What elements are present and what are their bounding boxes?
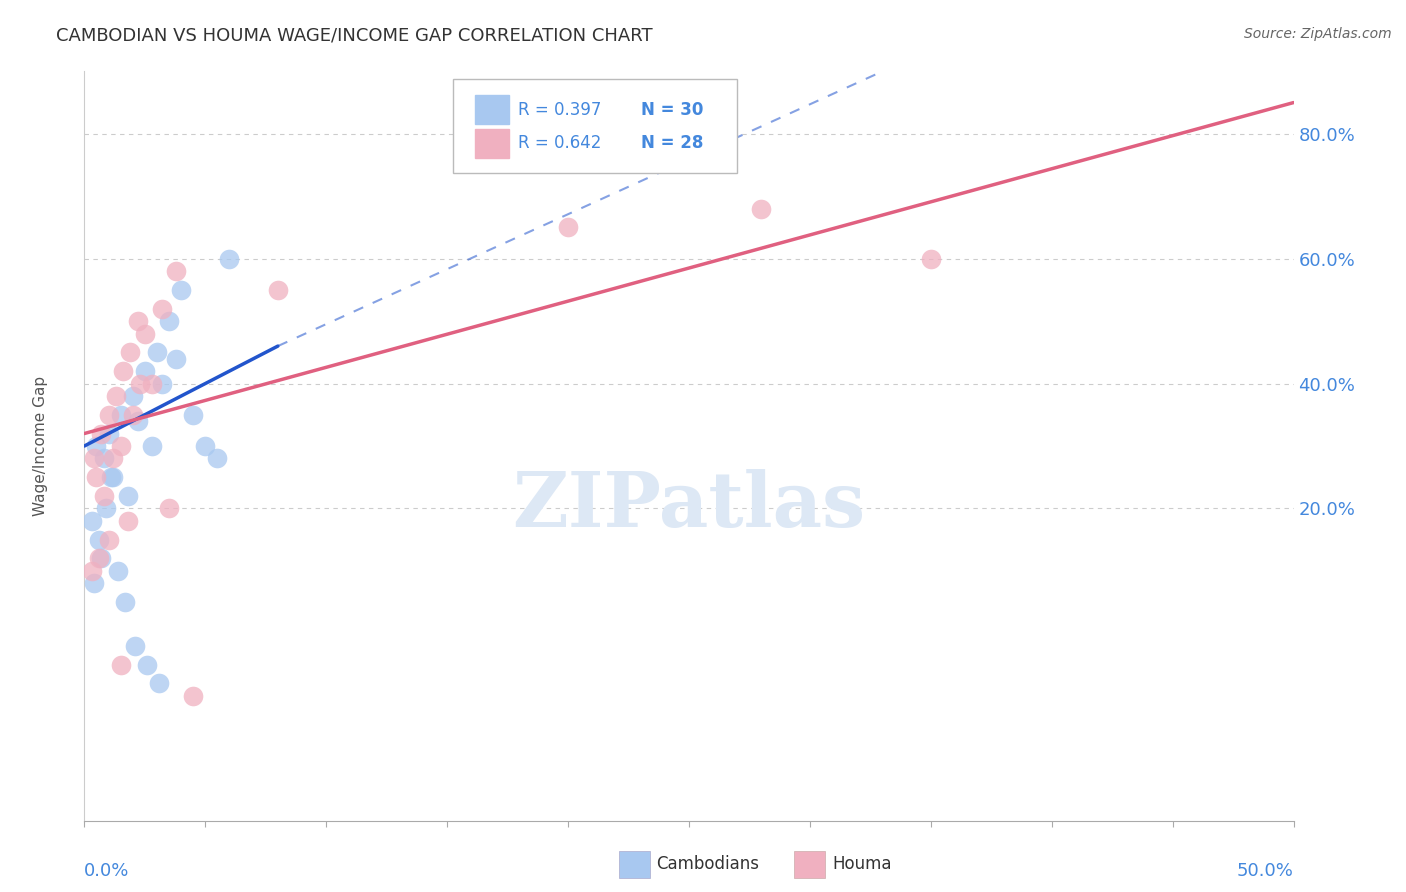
Point: [165, 351, 187, 366]
Point: [93, 451, 115, 466]
Point: [181, 408, 204, 422]
Point: [97, 408, 120, 422]
Text: ZIPatlas: ZIPatlas: [512, 469, 866, 543]
Point: [207, 451, 229, 466]
Point: [83, 451, 105, 466]
FancyBboxPatch shape: [475, 95, 509, 124]
Point: [557, 220, 579, 235]
Point: [103, 451, 125, 466]
Point: [157, 314, 180, 328]
Point: [83, 576, 105, 591]
Point: [87, 533, 110, 547]
Point: [194, 439, 217, 453]
FancyBboxPatch shape: [475, 129, 509, 158]
Point: [120, 345, 142, 359]
Point: [100, 470, 122, 484]
Point: [114, 595, 136, 609]
Point: [124, 639, 146, 653]
Point: [127, 414, 149, 428]
Point: [150, 301, 173, 316]
Point: [112, 364, 135, 378]
Text: Cambodians: Cambodians: [657, 855, 759, 873]
Text: R = 0.397: R = 0.397: [519, 101, 602, 119]
Point: [127, 314, 149, 328]
FancyBboxPatch shape: [453, 78, 737, 172]
Text: Wage/Income Gap: Wage/Income Gap: [34, 376, 48, 516]
Point: [134, 326, 156, 341]
Point: [87, 551, 110, 566]
Point: [103, 470, 125, 484]
Point: [110, 439, 132, 453]
Point: [94, 501, 117, 516]
Point: [121, 408, 143, 422]
Point: [751, 202, 773, 216]
Point: [218, 252, 240, 266]
Point: [920, 252, 942, 266]
Point: [97, 426, 120, 441]
Point: [86, 470, 108, 484]
Point: [90, 426, 112, 441]
Text: 50.0%: 50.0%: [1237, 862, 1294, 880]
Point: [150, 376, 173, 391]
Point: [80, 564, 103, 578]
Text: R = 0.642: R = 0.642: [519, 135, 602, 153]
Point: [181, 689, 204, 703]
Point: [110, 408, 132, 422]
Point: [80, 514, 103, 528]
Point: [146, 345, 169, 359]
Point: [141, 439, 163, 453]
Text: Source: ZipAtlas.com: Source: ZipAtlas.com: [1244, 27, 1392, 41]
Point: [148, 676, 170, 690]
Point: [157, 501, 180, 516]
Point: [93, 489, 115, 503]
Text: N = 30: N = 30: [641, 101, 703, 119]
Text: N = 28: N = 28: [641, 135, 703, 153]
Point: [110, 657, 132, 672]
Point: [121, 389, 143, 403]
Point: [107, 564, 129, 578]
Point: [129, 376, 152, 391]
Text: CAMBODIAN VS HOUMA WAGE/INCOME GAP CORRELATION CHART: CAMBODIAN VS HOUMA WAGE/INCOME GAP CORRE…: [56, 27, 652, 45]
Point: [117, 489, 139, 503]
Point: [136, 657, 159, 672]
Point: [165, 264, 187, 278]
Point: [104, 389, 127, 403]
Point: [141, 376, 163, 391]
Point: [134, 364, 156, 378]
Point: [170, 283, 193, 297]
Text: Houma: Houma: [832, 855, 891, 873]
Point: [90, 551, 112, 566]
Point: [117, 514, 139, 528]
Point: [86, 439, 108, 453]
Point: [267, 283, 290, 297]
Text: 0.0%: 0.0%: [84, 862, 129, 880]
Point: [97, 533, 120, 547]
